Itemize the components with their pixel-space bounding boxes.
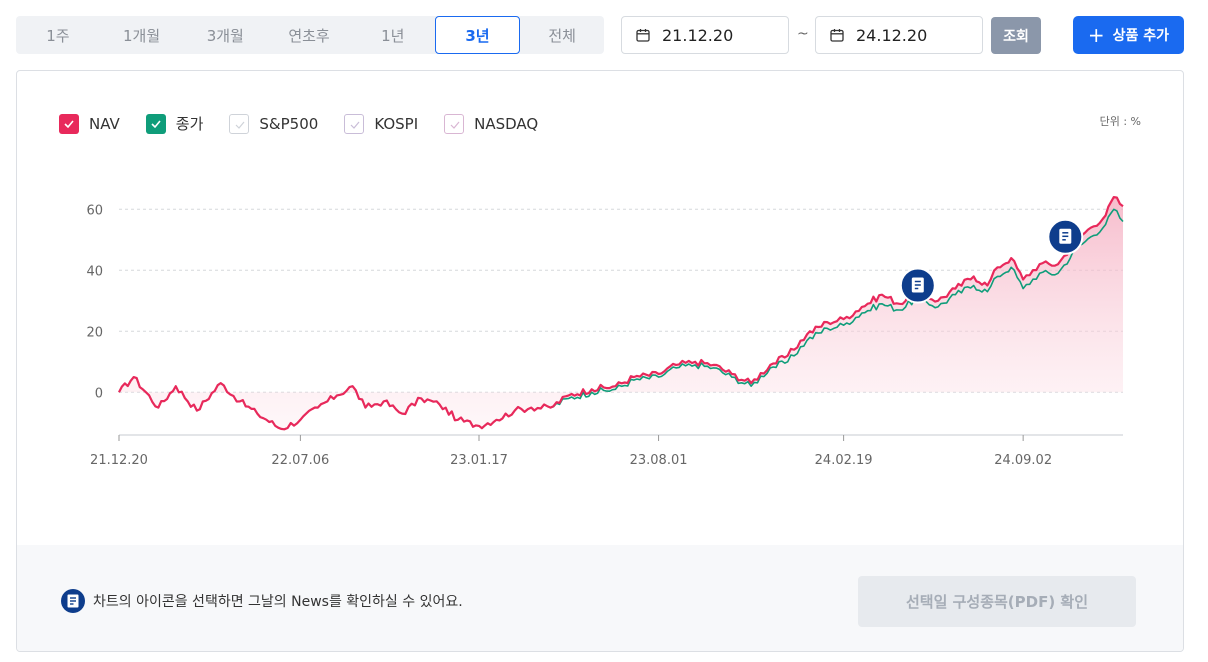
legend-nav-checkbox[interactable] — [59, 113, 79, 134]
date-separator: ~ — [797, 26, 809, 42]
legend-close[interactable]: 종가 — [145, 113, 204, 134]
check-icon — [151, 119, 161, 128]
x-tick-label: 23.08.01 — [630, 453, 688, 468]
legend-close-checkbox[interactable] — [145, 113, 166, 134]
legend-sp500-label: S&P500 — [259, 114, 319, 133]
legend-nasdaq[interactable]: NASDAQ — [444, 113, 539, 134]
news-icon — [61, 589, 85, 613]
legend-sp500[interactable]: S&P500 — [229, 113, 319, 134]
news-marker-icon[interactable] — [1047, 218, 1084, 255]
legend-sp500-checkbox[interactable] — [229, 113, 250, 134]
x-tick-label: 22.07.06 — [271, 453, 329, 468]
period-ytd-button[interactable]: 연초후 — [288, 26, 330, 45]
period-1y-button[interactable]: 1년 — [381, 26, 405, 45]
check-icon — [235, 121, 245, 129]
pdf-holdings-button[interactable]: 선택일 구성종목(PDF) 확인 — [858, 576, 1136, 627]
y-tick-label: 60 — [86, 203, 103, 218]
legend-close-label: 종가 — [175, 115, 204, 133]
chart-panel: NAV 종가 S&P500 KOSPI NASDAQ 단위 : % — [16, 70, 1184, 652]
period-all-button[interactable]: 전체 — [548, 26, 576, 45]
legend-kospi[interactable]: KOSPI — [344, 113, 419, 134]
legend-nasdaq-checkbox[interactable] — [444, 113, 465, 134]
query-button[interactable]: 조회 — [991, 17, 1041, 54]
start-date-value: 21.12.20 — [662, 25, 734, 45]
check-icon — [350, 121, 360, 129]
x-tick-label: 21.12.20 — [90, 453, 148, 468]
news-notice: 차트의 아이콘을 선택하면 그날의 News를 확인하실 수 있어요. — [61, 589, 463, 613]
chart-footer: 차트의 아이콘을 선택하면 그날의 News를 확인하실 수 있어요. 선택일 … — [17, 545, 1183, 651]
legend-nav[interactable]: NAV — [59, 113, 120, 134]
y-tick-label: 40 — [86, 264, 103, 279]
news-notice-text: 차트의 아이콘을 선택하면 그날의 News를 확인하실 수 있어요. — [93, 594, 463, 610]
start-date-input[interactable]: 21.12.20 — [621, 16, 789, 54]
add-product-button[interactable]: + 상품 추가 — [1073, 16, 1184, 54]
unit-label: 단위 : % — [1099, 115, 1141, 128]
end-date-value: 24.12.20 — [856, 25, 928, 45]
calendar-icon — [830, 29, 844, 42]
nav-series-line — [118, 196, 1124, 431]
check-icon — [64, 119, 74, 128]
x-tick-label: 24.02.19 — [815, 453, 873, 468]
period-1m-button[interactable]: 1개월 — [123, 26, 161, 45]
nav-area — [119, 197, 1123, 430]
chart-legend: NAV 종가 S&P500 KOSPI NASDAQ — [59, 113, 564, 134]
period-3m-button[interactable]: 3개월 — [206, 26, 244, 45]
period-3y-button[interactable]: 3년 — [434, 16, 521, 54]
period-selector: 1주 1개월 3개월 연초후 1년 3년 전체 — [16, 16, 604, 54]
news-marker-icon[interactable] — [899, 267, 936, 304]
legend-nasdaq-label: NASDAQ — [474, 114, 539, 133]
x-tick-label: 24.09.02 — [994, 453, 1052, 468]
end-date-input[interactable]: 24.12.20 — [815, 16, 983, 54]
legend-nav-label: NAV — [89, 114, 120, 133]
period-1w-button[interactable]: 1주 — [46, 26, 70, 45]
line-chart: 0 20 40 60 21.12.20 22.07.06 23.01.17 23.08.01 2… — [86, 196, 1124, 468]
x-tick-label: 23.01.17 — [450, 453, 508, 468]
legend-kospi-label: KOSPI — [374, 114, 419, 133]
y-tick-label: 20 — [86, 325, 103, 340]
calendar-icon — [636, 29, 650, 42]
y-tick-label: 0 — [95, 386, 103, 401]
legend-kospi-checkbox[interactable] — [344, 113, 365, 134]
check-icon — [450, 121, 460, 129]
add-product-label: 상품 추가 — [1112, 28, 1170, 44]
plus-icon: + — [1087, 23, 1105, 47]
